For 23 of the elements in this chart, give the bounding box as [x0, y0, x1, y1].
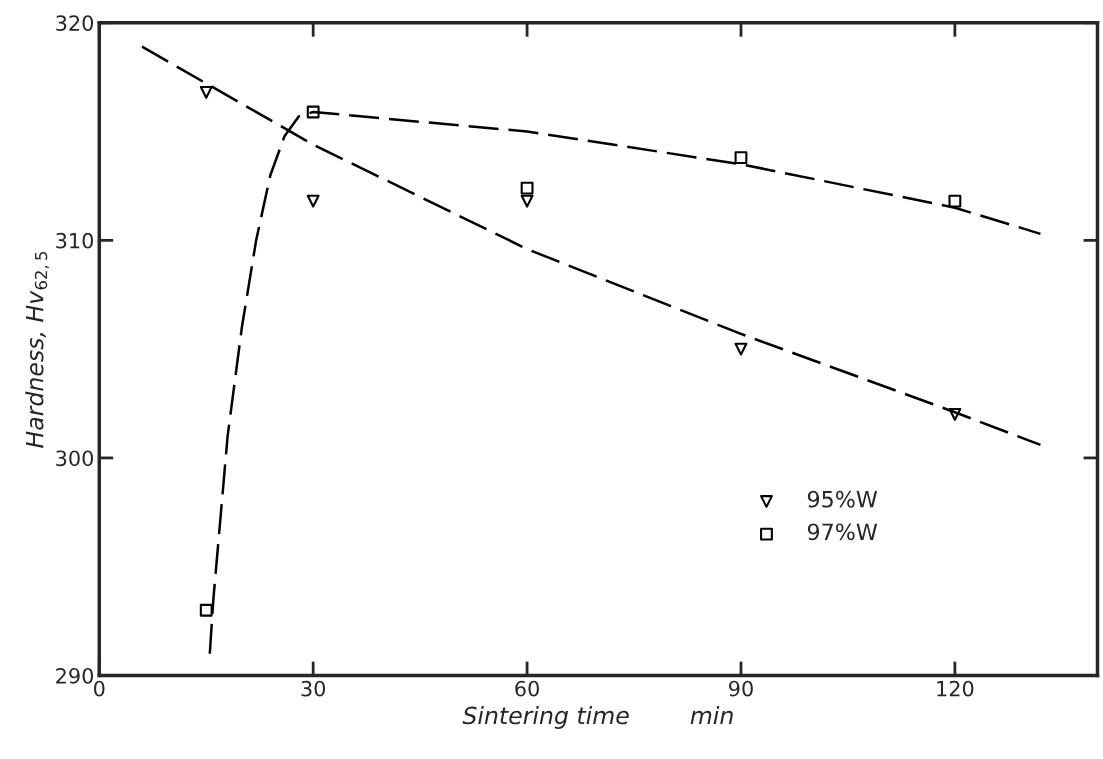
x-tick-label: 60 [515, 680, 539, 697]
x-tick-label: 120 [937, 680, 974, 697]
point [520, 194, 534, 208]
point [199, 85, 213, 99]
y-tick-label: 290 [56, 667, 94, 684]
point [948, 407, 962, 421]
point [734, 151, 748, 165]
x-tick-label: 0 [94, 680, 105, 697]
legend-label: 95%W [807, 490, 878, 508]
y-tick-label: 320 [56, 15, 94, 31]
x-tick-label: 90 [729, 680, 753, 697]
y-tick-label: 300 [56, 450, 94, 467]
x-tick-label: 30 [301, 680, 326, 697]
point [520, 181, 534, 195]
point [734, 342, 748, 356]
y-axis-title: Hardness, Hv$_{62,5}$ [25, 251, 49, 448]
x-axis-title: Sintering time min [462, 706, 733, 729]
legend-label: 97%W [807, 523, 878, 541]
point [306, 194, 320, 208]
point [199, 603, 213, 617]
point [948, 194, 962, 208]
y-tick-label: 310 [56, 232, 94, 249]
point [306, 105, 320, 119]
